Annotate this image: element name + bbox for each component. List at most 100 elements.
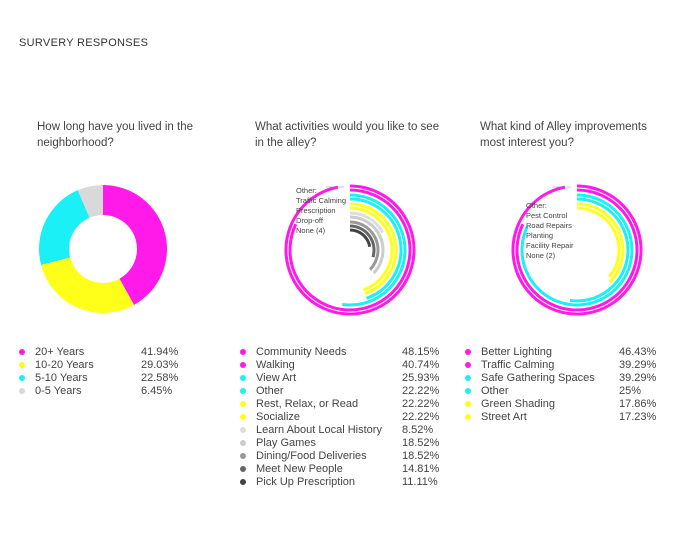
- legend-value: 22.22%: [402, 385, 440, 397]
- callout-line: Prescription: [296, 206, 336, 215]
- radial-bar: [569, 197, 630, 303]
- callout-line: Facility Repair: [526, 241, 574, 250]
- legend-label: Pick Up Prescription: [256, 476, 356, 488]
- legend-value: 25%: [619, 385, 642, 397]
- legend-label: Community Needs: [256, 346, 347, 358]
- legend-swatch: [240, 414, 246, 420]
- legend-value: 39.29%: [619, 372, 657, 384]
- legend-swatch: [19, 349, 25, 355]
- legend-value: 18.52%: [402, 437, 440, 449]
- legend-swatch: [240, 401, 246, 407]
- legend-label: Meet New People: [256, 463, 343, 475]
- legend-swatch: [465, 401, 471, 407]
- legend-swatch: [240, 440, 246, 446]
- legend-swatch: [465, 375, 471, 381]
- legend-swatch: [465, 414, 471, 420]
- donut-slice: [39, 190, 90, 266]
- legend-value: 46.43%: [619, 346, 657, 358]
- chart-1-donut: [39, 185, 168, 313]
- callout-line: Traffic Calming: [296, 196, 347, 205]
- chart-2-title: What activities would you like to see in…: [255, 121, 440, 149]
- callout-line: Road Repairs: [526, 221, 572, 230]
- legend-swatch: [240, 388, 246, 394]
- radial-bar: [349, 228, 372, 248]
- legend-value: 17.86%: [619, 398, 657, 410]
- legend-swatch: [240, 362, 246, 368]
- legend-swatch: [240, 375, 246, 381]
- legend-swatch: [19, 375, 25, 381]
- chart-2-radial-bars: [284, 184, 416, 316]
- legend-value: 11.11%: [402, 476, 438, 488]
- donut-slice: [41, 257, 135, 313]
- radial-bar: [511, 184, 643, 316]
- legend-value: 22.58%: [141, 372, 179, 384]
- legend-swatch: [465, 349, 471, 355]
- legend-label: 10-20 Years: [35, 359, 94, 371]
- legend-value: 17.23%: [619, 411, 657, 423]
- radial-bar: [349, 206, 394, 292]
- legend-label: Safe Gathering Spaces: [481, 372, 595, 384]
- legend-label: Play Games: [256, 437, 316, 449]
- radial-bar: [342, 193, 407, 307]
- radial-bar: [284, 184, 416, 316]
- legend-value: 14.81%: [402, 463, 440, 475]
- radial-bar: [349, 224, 376, 258]
- callout-line: Other:: [526, 201, 547, 210]
- callout-line: None (4): [296, 226, 326, 235]
- callout-line: Drop-off: [296, 216, 323, 225]
- legend-label: Socialize: [256, 411, 301, 423]
- legend-value: 22.22%: [402, 411, 440, 423]
- legend-label: 0-5 Years: [35, 385, 82, 397]
- legend-swatch: [465, 362, 471, 368]
- legend-value: 8.52%: [402, 424, 434, 436]
- legend-value: 48.15%: [402, 346, 440, 358]
- legend-value: 6.45%: [141, 385, 173, 397]
- radial-bar: [349, 197, 403, 300]
- legend-swatch: [240, 349, 246, 355]
- radial-bar: [349, 215, 385, 275]
- legend-label: Other: [256, 385, 284, 397]
- callout-line: Other:: [296, 186, 317, 195]
- legend-value: 39.29%: [619, 359, 657, 371]
- callout-line: Pest Control: [526, 211, 568, 220]
- radial-bar: [349, 202, 398, 295]
- radial-bar: [520, 193, 634, 307]
- legend-label: Learn About Local History: [256, 424, 382, 436]
- page-title: SURVERY RESPONSES: [19, 37, 149, 49]
- legend-swatch: [19, 388, 25, 394]
- radial-bar: [349, 220, 380, 271]
- donut-slice: [103, 185, 168, 305]
- legend-label: 20+ Years: [35, 346, 85, 358]
- chart-1-title: How long have you lived in the neighborh…: [37, 121, 193, 149]
- legend-value: 18.52%: [402, 450, 440, 462]
- legend-value: 40.74%: [402, 359, 440, 371]
- legend-label: Other: [481, 385, 509, 397]
- legend-label: Better Lighting: [481, 346, 552, 358]
- callout-line: None (2): [526, 251, 556, 260]
- callout-line: Planting: [526, 231, 554, 240]
- legend-label: Traffic Calming: [481, 359, 555, 371]
- radial-bar: [515, 188, 639, 312]
- radial-bar: [576, 202, 625, 284]
- legend-label: Dining/Food Deliveries: [256, 450, 367, 462]
- chart-2-callout: Other: Traffic Calming Prescription Drop-of…: [296, 186, 346, 236]
- legend-label: View Art: [256, 372, 297, 384]
- legend-label: Street Art: [481, 411, 527, 423]
- radial-bar: [576, 206, 621, 278]
- legend-label: Green Shading: [481, 398, 555, 410]
- legend-swatch: [240, 466, 246, 472]
- legend-label: 5-10 Years: [35, 372, 88, 384]
- legend-swatch: [19, 362, 25, 368]
- radial-bar: [349, 211, 384, 234]
- legend-value: 22.22%: [402, 398, 440, 410]
- legend-swatch: [240, 479, 246, 485]
- radial-bar: [288, 188, 412, 312]
- chart-3-title: What kind of Alley improvements most int…: [480, 121, 647, 149]
- legend-value: 25.93%: [402, 372, 440, 384]
- legend-value: 29.03%: [141, 359, 179, 371]
- chart-3-callout: Other: Pest Control Road Repairs Planting Fa…: [526, 201, 574, 261]
- legend-value: 41.94%: [141, 346, 179, 358]
- legend-swatch: [465, 388, 471, 394]
- legend-label: Rest, Relax, or Read: [256, 398, 359, 410]
- legend-swatch: [240, 427, 246, 433]
